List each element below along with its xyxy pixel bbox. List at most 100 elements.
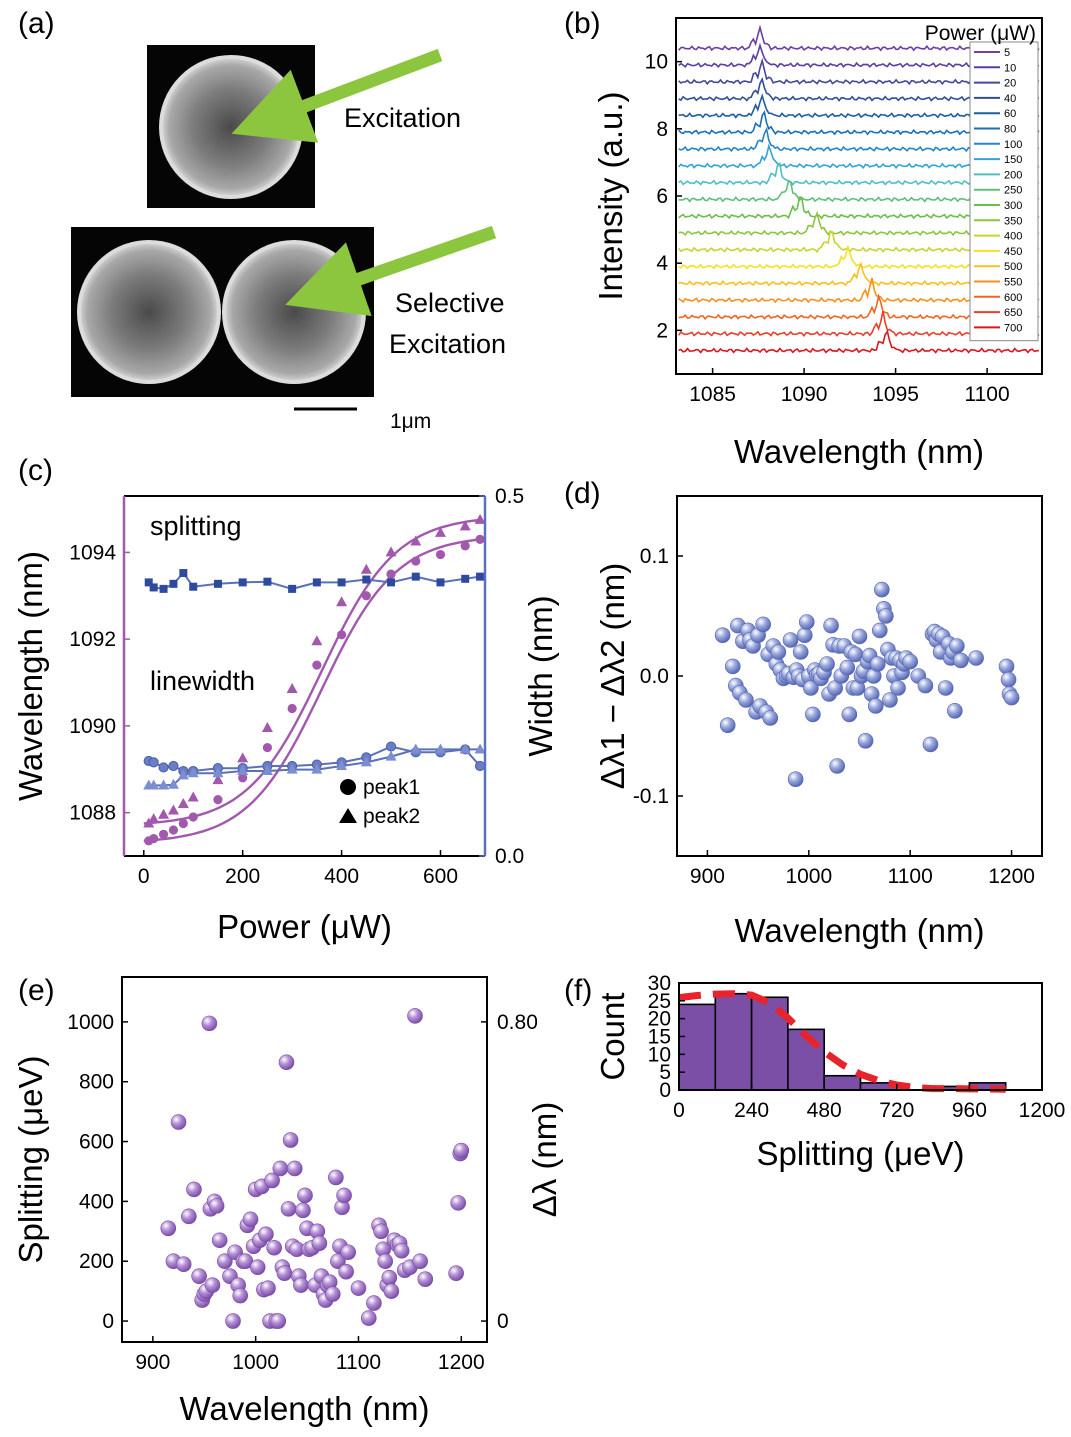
- peak1-wavelength-point: [168, 825, 179, 835]
- x-axis-label: Power (μW): [217, 908, 392, 945]
- peak2-width-point: [336, 760, 348, 770]
- scatter-point: [874, 581, 890, 598]
- scatter-point: [453, 1142, 470, 1159]
- legend-label: 5: [1004, 47, 1010, 59]
- left-axis-label: Wavelength (nm): [12, 551, 49, 801]
- peak2-wavelength-point: [187, 791, 199, 802]
- scatter-point: [949, 638, 965, 654]
- y-tick-label: 0.0: [640, 665, 669, 688]
- legend-label: 40: [1004, 93, 1016, 105]
- scatter-point: [922, 736, 939, 753]
- scatter-point: [295, 1202, 311, 1219]
- splitting-width-point: [362, 575, 371, 584]
- x-tick-label: 400: [324, 865, 359, 888]
- scatter-point: [851, 628, 868, 645]
- y-axis-label: Δλ1 − Δλ2 (nm): [594, 563, 631, 790]
- y-tick-label: 200: [79, 1250, 114, 1273]
- peak1-wavelength-point: [178, 818, 188, 829]
- peak2-width-point: [212, 767, 224, 778]
- scatter-point: [968, 650, 984, 666]
- splitting-width-point: [411, 572, 420, 581]
- y-tick-label: 15: [648, 1026, 671, 1049]
- peak1-wavelength-point: [460, 541, 470, 551]
- y-axis-label: Count: [594, 992, 631, 1080]
- scatter-point: [350, 1280, 367, 1296]
- peak2-wavelength-point: [410, 535, 422, 546]
- x-tick-label: 600: [423, 865, 458, 888]
- scatter-point: [393, 1242, 410, 1259]
- peak1-width-point: [474, 760, 486, 772]
- scatter-point: [280, 1201, 297, 1217]
- peak2-width-point: [434, 743, 446, 754]
- scatter-point: [276, 1265, 293, 1281]
- scatter-point: [792, 644, 809, 660]
- scatter-point: [782, 632, 799, 648]
- peak2-width-point: [360, 756, 372, 767]
- splitting-width-point: [387, 578, 396, 587]
- y-tick-label: 0: [497, 1310, 509, 1333]
- scatter-point: [328, 1169, 344, 1186]
- scatter-point: [266, 1239, 282, 1256]
- y-axis-label: Intensity (a.u.): [592, 91, 629, 300]
- splitting-width-point: [288, 584, 297, 593]
- panel-label-f: (f): [564, 974, 592, 1007]
- peak2-width-point: [158, 779, 170, 790]
- peak2-wavelength-point: [311, 635, 323, 646]
- scatter-point: [293, 1277, 309, 1293]
- legend-box: [969, 41, 1039, 342]
- legend-label: peak2: [363, 805, 420, 828]
- y-tick-label: 30: [648, 972, 671, 995]
- peak1-wavelength-point: [158, 829, 169, 839]
- peak2-wavelength-point: [148, 813, 160, 824]
- x-axis-label: Wavelength (nm): [179, 1390, 429, 1427]
- selective-excitation-arrow: [285, 225, 497, 316]
- legend-label: 10: [1004, 62, 1016, 74]
- panel-label-e: (e): [18, 974, 55, 1007]
- scatter-point: [264, 1172, 280, 1189]
- scatter-point: [282, 1132, 299, 1148]
- peak2-width-point: [385, 750, 397, 761]
- peak1-width-point: [148, 757, 159, 768]
- scatter-point: [762, 710, 779, 726]
- y-tick-label: 20: [648, 1008, 671, 1031]
- splitting-annotation: splitting: [150, 511, 242, 541]
- panel-label-d: (d): [564, 477, 601, 510]
- splitting-width-point: [337, 578, 346, 587]
- x-tick-label: 480: [807, 1099, 842, 1122]
- scatter-point: [798, 614, 815, 630]
- scatter-point: [160, 1220, 177, 1237]
- scatter-point: [719, 717, 736, 734]
- scatter-point: [1000, 671, 1017, 688]
- scatter-point: [882, 692, 898, 708]
- scatter-point: [823, 617, 839, 634]
- scatter-point: [947, 702, 963, 719]
- peak2-width-point: [311, 763, 323, 774]
- legend-label: 300: [1004, 200, 1022, 212]
- peak2-wavelength-point: [261, 722, 273, 733]
- x-tick-label: 900: [690, 865, 725, 888]
- peak2-wavelength-point: [360, 563, 372, 574]
- x-tick-label: 1090: [781, 383, 828, 406]
- peak2-wavelength-point: [177, 797, 189, 808]
- scatter-point: [217, 1253, 233, 1270]
- y-tick-label: 0: [659, 1079, 671, 1102]
- x-tick-label: 1100: [888, 865, 933, 888]
- scatter-point: [260, 1280, 276, 1296]
- scatter-point: [407, 1008, 423, 1024]
- scatter-point: [871, 622, 888, 639]
- peak2-wavelength-point: [167, 804, 179, 815]
- scatter-point: [937, 680, 954, 696]
- y-tick-label: 1092: [69, 628, 116, 651]
- legend-label: 100: [1004, 139, 1022, 151]
- scatter-point: [232, 1287, 249, 1304]
- legend-label: 350: [1004, 215, 1022, 227]
- scatter-point: [366, 1295, 382, 1311]
- left-axis-label: Splitting (μeV): [12, 1056, 49, 1264]
- peak2-wavelength-point: [385, 546, 397, 557]
- panel-label-c: (c): [18, 454, 53, 487]
- scatter-point: [258, 1226, 274, 1243]
- x-tick-label: 1200: [988, 865, 1035, 888]
- y-tick-label: 2: [656, 319, 668, 342]
- scatter-point: [917, 677, 934, 694]
